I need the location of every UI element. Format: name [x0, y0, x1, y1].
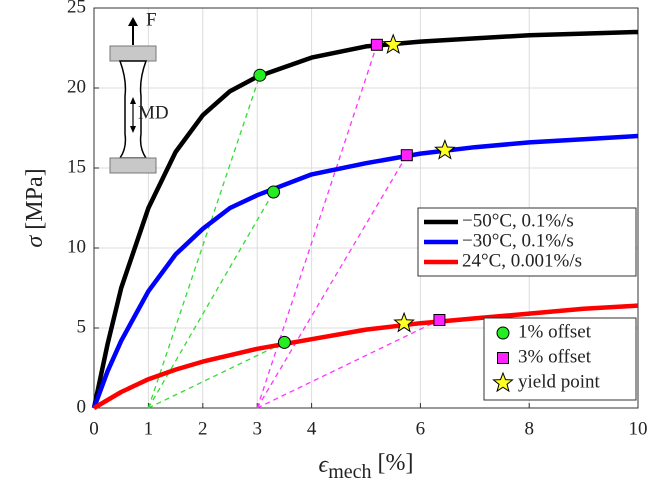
x-label-unit: [%]	[378, 450, 414, 476]
legend-label: −30°C, 0.1%/s	[462, 230, 574, 251]
offset-line	[147, 74, 261, 409]
offset-line	[147, 191, 275, 409]
legend-box	[417, 207, 637, 277]
legend-label: 1% offset	[518, 321, 592, 342]
y-tick-label: 15	[67, 156, 86, 177]
marker-square	[433, 314, 446, 326]
marker-star	[393, 311, 415, 333]
x-tick-label: 4	[307, 418, 317, 439]
x-tick-label: 1	[144, 418, 154, 439]
y-axis-label: σ [MPa]	[22, 168, 48, 247]
marker-star	[382, 33, 405, 55]
legend-label: −50°C, 0.1%/s	[462, 210, 574, 231]
x-label-subscript: mech	[328, 461, 371, 483]
x-tick-label: 2	[198, 418, 208, 439]
offset-line	[256, 44, 378, 409]
x-tick-label: 0	[89, 418, 99, 439]
offset-line	[148, 341, 285, 409]
marker-circle	[277, 335, 291, 349]
y-tick-label: 25	[67, 0, 86, 17]
marker-square	[497, 352, 509, 364]
inset-specimen: F MD	[109, 9, 169, 174]
y-tick-label: 10	[67, 236, 86, 257]
direction-label: MD	[138, 102, 169, 123]
plot-frame	[93, 7, 639, 409]
legend-label: 3% offset	[518, 346, 592, 367]
offset-line	[256, 154, 408, 409]
md-arrowhead	[130, 126, 136, 133]
force-label: F	[146, 9, 157, 30]
force-arrowhead	[128, 17, 138, 26]
marker-square	[400, 149, 413, 162]
y-tick-label: 0	[77, 396, 87, 417]
marker-star	[434, 138, 456, 160]
clamp-bottom	[109, 157, 157, 174]
y-tick-label: 5	[77, 316, 87, 337]
x-tick-label: 8	[524, 418, 534, 439]
x-label-symbol: ϵ	[319, 452, 330, 478]
y-tick-label: 20	[67, 76, 86, 97]
md-arrowhead	[130, 97, 136, 104]
x-tick-label: 3	[252, 418, 262, 439]
marker-square	[370, 38, 383, 51]
line-series	[92, 303, 639, 410]
x-axis-label: ϵmech [%]	[319, 450, 414, 483]
marker-circle	[496, 326, 510, 340]
y-label-symbol: σ	[22, 235, 48, 248]
line-series	[91, 133, 639, 409]
legend-label: 24°C, 0.001%/s	[462, 250, 582, 271]
marker-star	[492, 371, 514, 393]
offset-line	[256, 319, 440, 409]
marker-circle	[267, 185, 281, 199]
y-label-unit: [MPa]	[22, 168, 48, 229]
clamp-top	[109, 45, 157, 62]
marker-circle	[253, 68, 267, 82]
legend-label: yield point	[518, 371, 601, 392]
x-tick-label: 6	[416, 418, 426, 439]
x-tick-label: 10	[629, 418, 648, 439]
